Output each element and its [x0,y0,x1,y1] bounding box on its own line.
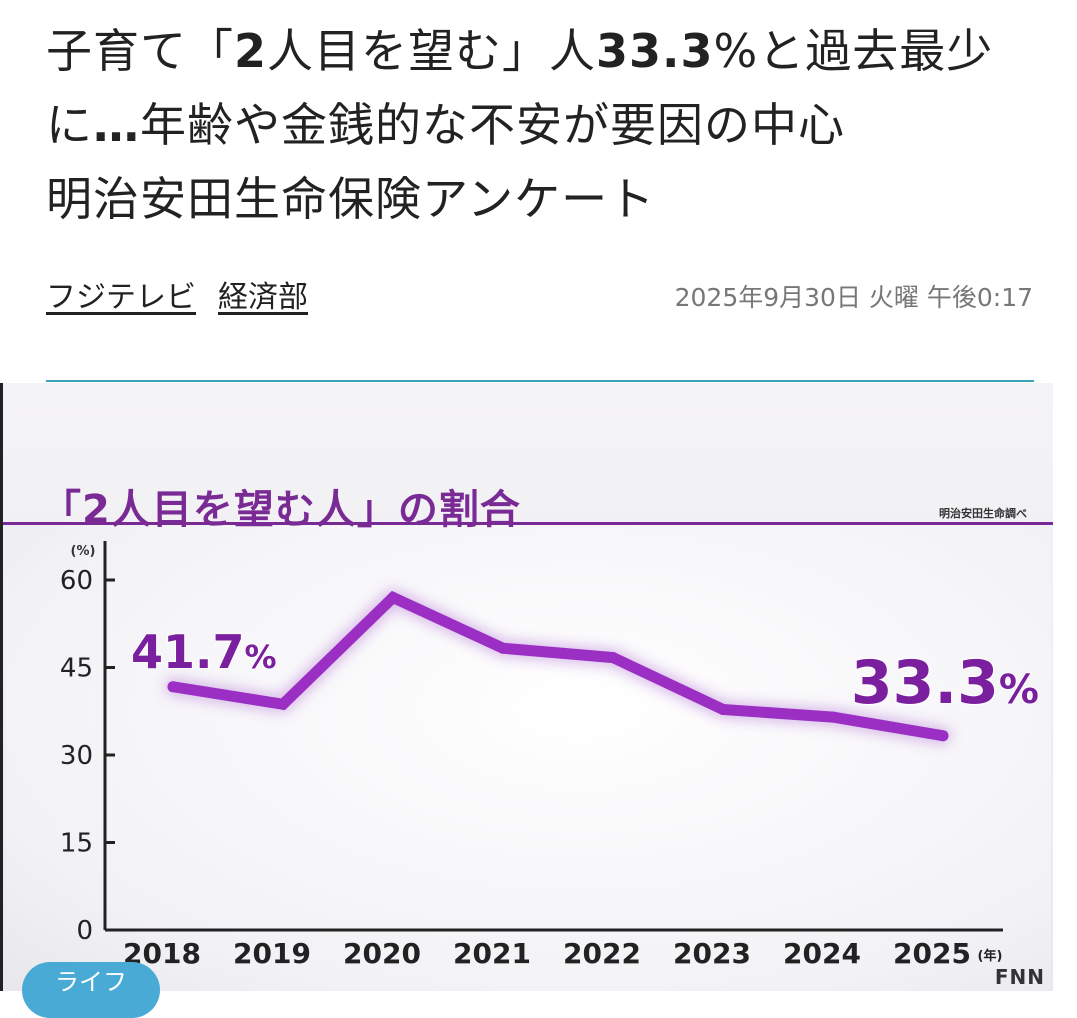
series-line [167,590,949,742]
y-tick-label: 0 [76,916,93,946]
headline-text-5: %と過去最少に [46,24,994,152]
data-point [167,681,179,693]
broadcaster-logo: FNN [994,965,1045,989]
byline: フジテレビ 経済部 [46,272,330,316]
data-point [937,730,949,742]
headline-text-6: … [93,98,140,152]
x-tick-label: 2025 [893,937,971,970]
x-tick-label: 2022 [563,937,641,970]
article-headline: 子育て「2人目を望む」人33.3%と過去最少に…年齢や金銭的な不安が要因の中心明… [46,14,1046,236]
headline-text-2: 2 [234,24,268,78]
headline-text-1: 子育て「 [46,24,234,78]
annotation-label-2018: 41.7% [131,625,277,679]
y-tick-label: 60 [60,566,93,596]
category-tag[interactable]: ライフ [22,962,160,1018]
y-tick-label: 45 [60,654,93,684]
divider [46,380,1034,382]
headline-text-3: 人目を望む」人 [267,24,597,78]
headline-line-3: 明治安田生命保険アンケート [46,172,656,226]
headline-text-7: 年齢や金銭的な不安が要因の中心 [140,98,845,152]
y-unit-label: (%) [71,544,96,559]
headline-text-4: 33.3 [596,24,714,78]
chart-panel [5,523,1051,991]
data-point [827,711,839,723]
x-tick-label: 2023 [673,937,751,970]
article-figure: 「2人目を望む人」の割合 明治安田生命調べ (%) 0 15 30 45 60 2018 20… [0,383,1053,991]
x-tick-label: 2020 [343,937,421,970]
data-point [387,592,399,603]
x-tick-label: 2019 [233,937,311,970]
y-tick-label: 15 [60,829,93,859]
title-underline [3,522,1053,525]
annotation-label-2025: 33.3% [851,648,1039,718]
x-tick-label: 2021 [453,937,531,970]
data-point [277,698,289,710]
x-unit-label: (年) [978,948,1003,964]
department-link[interactable]: 経済部 [218,280,308,315]
data-point [607,652,619,664]
publish-date: 2025年9月30日 火曜 午後0:17 [674,283,1033,312]
chart-credit: 明治安田生命調べ [939,507,1027,520]
y-tick-label: 30 [60,741,93,771]
data-point [717,704,729,715]
x-tick-label: 2024 [783,937,861,970]
chart-title: 「2人目を望む人」の割合 [41,487,521,533]
source-link[interactable]: フジテレビ [46,280,196,315]
data-point [497,642,509,654]
